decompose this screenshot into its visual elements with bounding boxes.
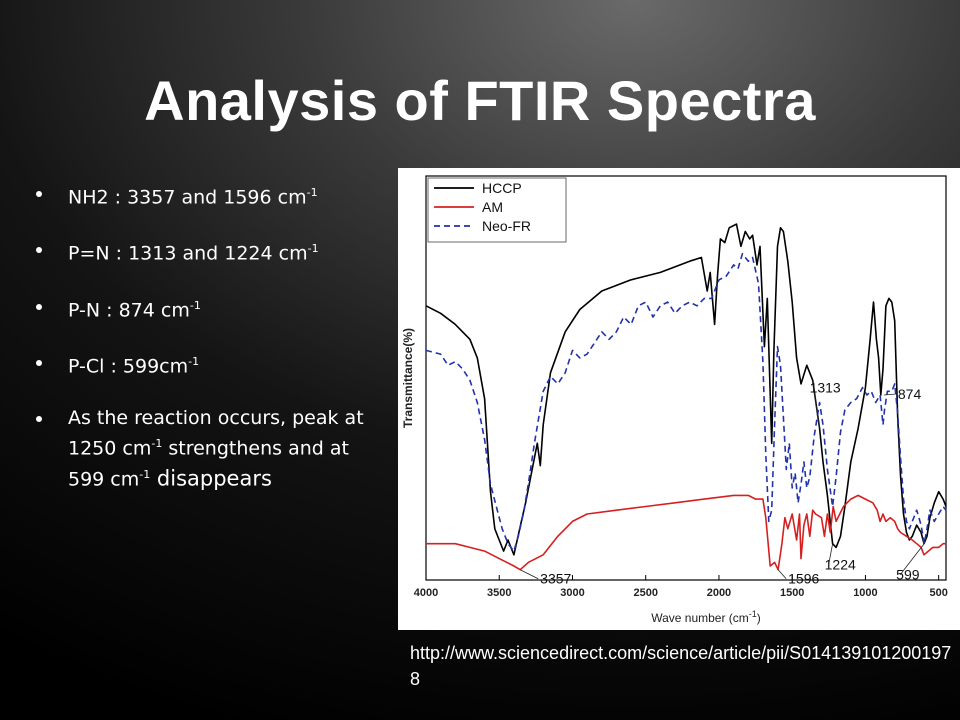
bullet-pn-single: P-N : 874 cm-1 <box>36 293 376 323</box>
slide-title: Analysis of FTIR Spectra <box>144 69 816 132</box>
bullet-list: NH2 : 3357 and 1596 cm-1 P=N : 1313 and … <box>36 180 376 518</box>
bullet-pcl: P-Cl : 599cm-1 <box>36 349 376 379</box>
x-tick-label: 3500 <box>487 587 511 599</box>
y-axis-label: Transmittance(%) <box>401 328 415 428</box>
annotation-label: 1596 <box>788 571 819 587</box>
x-axis-label: Wave number (cm-1) <box>651 609 761 625</box>
series-line-hccp <box>425 223 947 556</box>
legend-box <box>427 177 567 243</box>
legend-entry: AM <box>482 199 503 215</box>
annotation-label: 3357 <box>540 571 571 587</box>
annotation-label: 1224 <box>825 557 856 573</box>
legend-entry: HCCP <box>482 180 522 196</box>
series-line-neo-fr <box>425 253 947 552</box>
x-tick-label: 3000 <box>560 587 584 599</box>
annotation-pointer <box>899 543 925 575</box>
x-tick-label: 1500 <box>780 587 804 599</box>
bullet-pn-double: P=N : 1313 and 1224 cm-1 <box>36 236 376 266</box>
annotation-pointer <box>777 569 787 579</box>
source-link[interactable]: http://www.sciencedirect.com/science/art… <box>410 643 952 689</box>
x-tick-label: 2500 <box>633 587 657 599</box>
ftir-chart: 4000 3500 3000 2500 2000 1500 1000 500 Wave numb… <box>398 168 960 630</box>
annotation-pointer <box>828 543 834 565</box>
annotation-label: 874 <box>898 386 922 402</box>
x-axis-label-end: ) <box>757 611 761 625</box>
x-tick-label: 1000 <box>853 587 877 599</box>
annotation-pointer <box>883 393 896 396</box>
annotation-pointer <box>520 569 539 580</box>
bullet-reaction: As the reaction occurs, peak at 1250 cm-… <box>36 405 376 492</box>
annotation-label: 599 <box>896 567 920 583</box>
x-tick-label: 500 <box>929 587 947 599</box>
annotation-label: 1313 <box>810 379 841 395</box>
x-tick-label: 2000 <box>707 587 731 599</box>
x-axis-label-sup: -1 <box>749 609 757 619</box>
series-line-am <box>426 494 946 571</box>
x-tick-label: 4000 <box>414 587 438 599</box>
legend-entry: Neo-FR <box>482 218 531 234</box>
bullet-nh2: NH2 : 3357 and 1596 cm-1 <box>36 180 376 210</box>
ftir-chart-svg: 4000 3500 3000 2500 2000 1500 1000 500 Wave numb… <box>401 175 948 625</box>
plot-frame <box>425 175 947 581</box>
annotation-pointer <box>813 387 820 429</box>
